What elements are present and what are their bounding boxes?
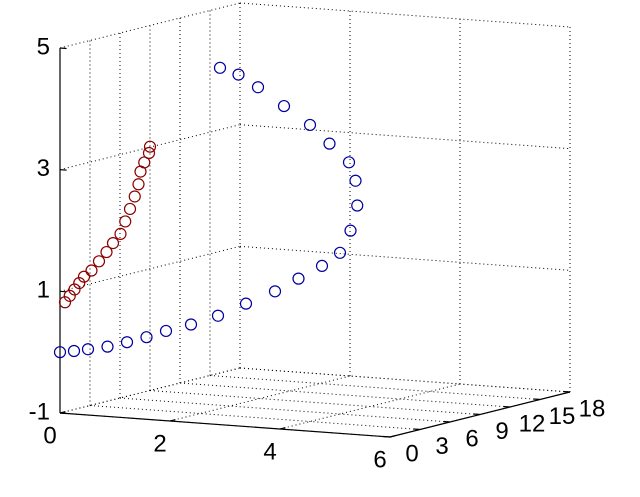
point	[292, 272, 305, 285]
point	[123, 202, 137, 216]
point	[85, 264, 98, 277]
point	[239, 297, 253, 310]
point	[333, 246, 347, 259]
point	[100, 245, 113, 259]
point	[323, 137, 336, 150]
point	[142, 146, 156, 160]
point	[268, 285, 282, 298]
grid-line	[119, 397, 451, 423]
x-tick-label: 0	[43, 422, 56, 449]
point	[140, 331, 153, 344]
point	[342, 156, 356, 169]
z-tick-label: 5	[37, 33, 50, 60]
grid-line	[239, 245, 571, 271]
point	[81, 343, 95, 356]
point	[67, 344, 81, 358]
point	[73, 277, 86, 290]
point	[106, 237, 120, 250]
x-tick-label: 2	[153, 430, 166, 457]
point	[143, 140, 157, 153]
point	[119, 215, 132, 228]
point	[68, 283, 81, 296]
x-tick-label: 6	[373, 446, 386, 473]
x-tick-label: 4	[263, 438, 276, 465]
point	[159, 324, 173, 338]
point	[184, 318, 198, 331]
z-tick-label: -1	[29, 398, 50, 425]
y-tick-label: 18	[579, 395, 606, 422]
grid-line	[149, 390, 481, 415]
y-tick-label: 9	[495, 418, 508, 445]
x-tick	[389, 435, 396, 438]
grid-line	[59, 367, 241, 414]
z-tick-label: 1	[37, 277, 50, 304]
point	[128, 190, 141, 203]
point	[58, 296, 72, 309]
x-axis	[59, 412, 391, 438]
y-tick-label: 3	[435, 433, 448, 460]
point	[211, 309, 225, 322]
point	[349, 174, 362, 187]
x-tick	[279, 427, 286, 430]
y-tick-label: 0	[405, 440, 418, 467]
point	[120, 336, 134, 349]
point	[315, 259, 329, 273]
grid-line	[89, 405, 421, 430]
point	[132, 178, 145, 191]
point	[92, 255, 106, 268]
point	[277, 99, 291, 113]
point	[344, 224, 357, 237]
x-tick	[169, 419, 176, 422]
y-tick-label: 15	[549, 403, 576, 430]
point	[213, 61, 227, 74]
grid-line	[239, 2, 571, 28]
point	[114, 227, 127, 240]
point	[303, 118, 317, 132]
point	[232, 68, 245, 81]
grid-line	[239, 367, 571, 393]
point	[77, 270, 91, 283]
point	[251, 81, 265, 94]
y-tick-label: 12	[519, 410, 546, 437]
point	[351, 199, 364, 212]
y-tick-label: 6	[465, 425, 478, 452]
grid-line	[239, 367, 571, 393]
grid-line	[179, 382, 511, 408]
grid-line	[59, 2, 241, 49]
grid-line	[239, 124, 571, 150]
z-tick-label: 3	[37, 155, 50, 182]
grid-line	[169, 375, 351, 422]
point	[63, 289, 76, 302]
grid-line	[209, 375, 541, 400]
point	[138, 156, 151, 169]
grid-line	[59, 245, 241, 292]
point	[53, 346, 67, 359]
point	[101, 340, 114, 353]
